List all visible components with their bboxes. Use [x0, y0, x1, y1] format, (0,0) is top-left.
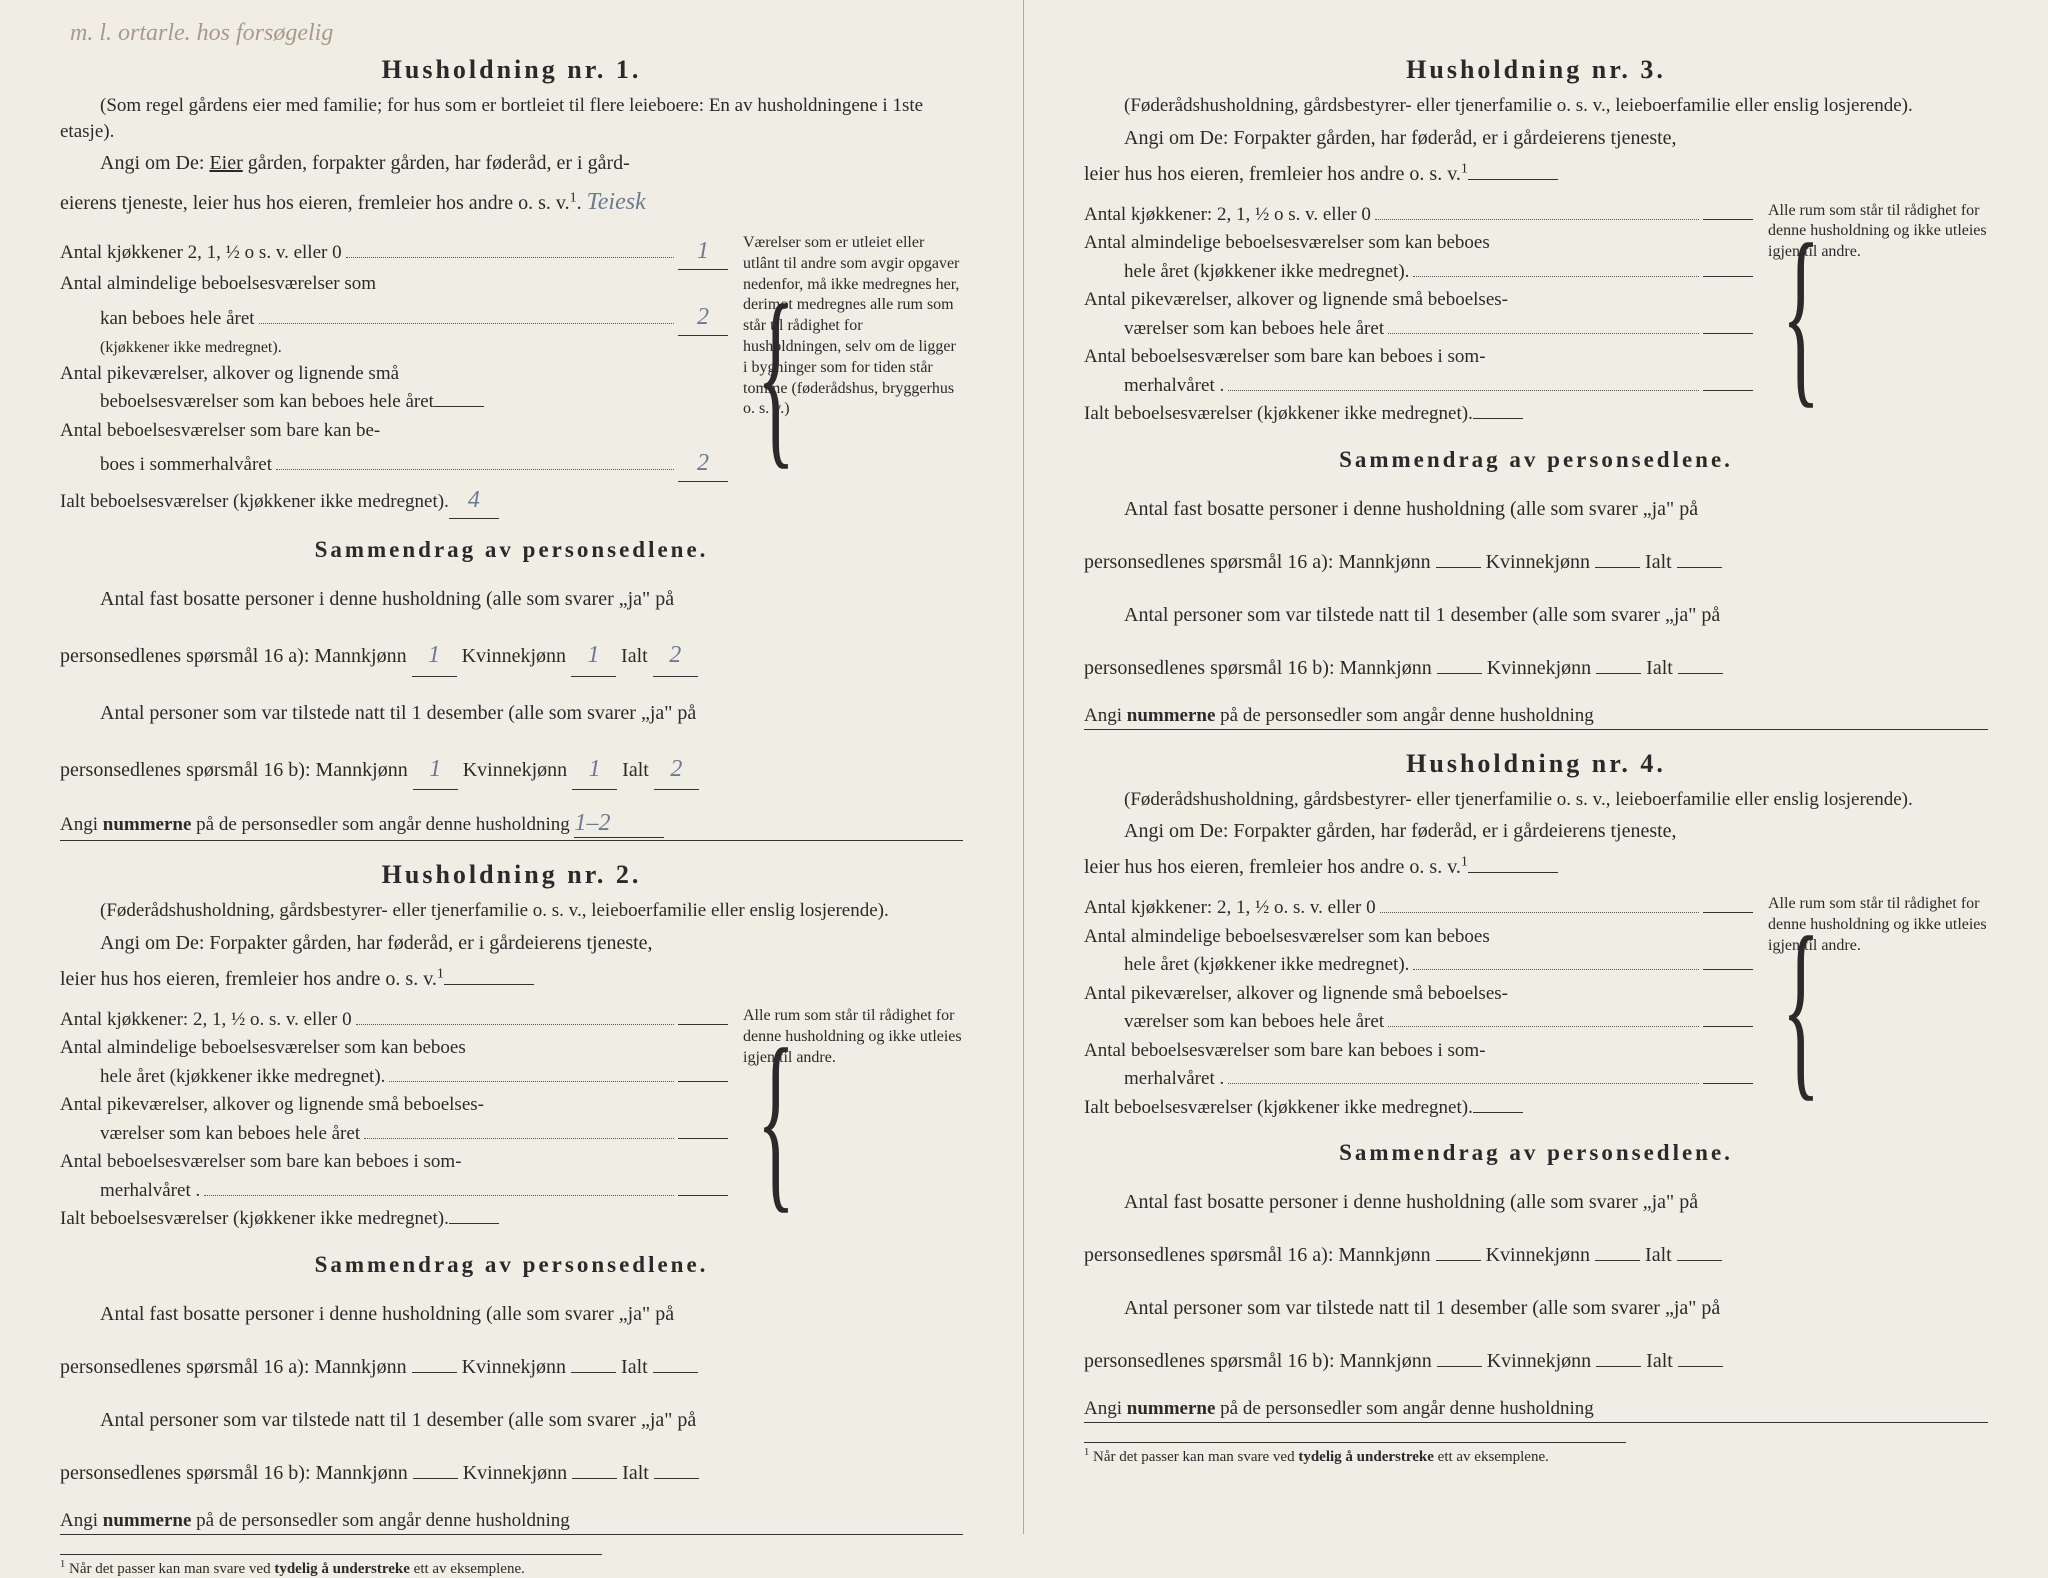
- household-3-nummerne: Angi nummerne på de personsedler som ang…: [1084, 705, 1988, 730]
- household-2-summary-title: Sammendrag av personsedlene.: [60, 1252, 963, 1278]
- rooms-year-value: 2: [678, 299, 728, 336]
- footnote-right: 1 Når det passer kan man svare ved tydel…: [1084, 1442, 1626, 1466]
- ialt-16a: 2: [653, 636, 698, 677]
- household-4-summary-title: Sammendrag av personsedlene.: [1084, 1140, 1988, 1166]
- household-2-angi: Angi om De: Forpakter gården, har føderå…: [60, 926, 963, 960]
- household-2-subtitle: (Føderådshusholdning, gårdsbestyrer- ell…: [60, 898, 963, 924]
- kvinne-16b: 1: [572, 750, 617, 791]
- household-3-questions: Antal kjøkkener: 2, 1, ½ o s. v. eller 0…: [1084, 201, 1988, 429]
- household-4-questions: Antal kjøkkener: 2, 1, ½ o. s. v. eller …: [1084, 894, 1988, 1122]
- household-1-questions: Antal kjøkkener 2, 1, ½ o s. v. eller 01…: [60, 233, 963, 519]
- household-2-title: Husholdning nr. 2.: [60, 860, 963, 890]
- summary-1b: personsedlenes spørsmål 16 a): Mannkjønn…: [60, 636, 963, 677]
- q-rooms-year: Antal almindelige beboelsesværelser som: [60, 270, 728, 299]
- household-2-nummerne: Angi nummerne på de personsedler som ang…: [60, 1510, 963, 1535]
- brace-icon: [1753, 201, 1765, 429]
- household-3-sidenote: Alle rum som står til rådighet for denne…: [1753, 201, 1988, 429]
- underlined-eier: Eier: [209, 152, 242, 174]
- handwritten-margin-note: m. l. ortarle. hos forsøgelig: [70, 20, 333, 47]
- total-rooms-value: 4: [449, 482, 499, 519]
- household-4-subtitle: (Føderådshusholdning, gårdsbestyrer- ell…: [1084, 787, 1988, 813]
- q-servant-rooms: Antal pikeværelser, alkover og lignende …: [60, 360, 728, 389]
- right-page: Husholdning nr. 3. (Føderådshusholdning,…: [1024, 0, 2048, 1534]
- summary-2a: Antal personer som var tilstede natt til…: [60, 697, 963, 730]
- ialt-16b: 2: [654, 750, 699, 791]
- mann-16a: 1: [412, 636, 457, 677]
- household-1-sidenote: Værelser som er utleiet eller utlânt til…: [728, 233, 963, 519]
- summer-rooms-value: 2: [678, 445, 728, 482]
- household-3-angi-cont: leier hus hos eieren, fremleier hos andr…: [1084, 157, 1988, 191]
- brace-icon: [728, 1006, 740, 1234]
- household-1-angi-cont: eierens tjeneste, leier hus hos eieren, …: [60, 182, 963, 223]
- household-1-title: Husholdning nr. 1.: [60, 55, 963, 85]
- kvinne-16a: 1: [571, 636, 616, 677]
- household-1-subtitle: (Som regel gårdens eier med familie; for…: [60, 93, 963, 144]
- household-1-summary-title: Sammendrag av personsedlene.: [60, 537, 963, 563]
- household-3-title: Husholdning nr. 3.: [1084, 55, 1988, 85]
- household-4-sidenote: Alle rum som står til rådighet for denne…: [1753, 894, 1988, 1122]
- household-4-title: Husholdning nr. 4.: [1084, 749, 1988, 779]
- household-2-angi-cont: leier hus hos eieren, fremleier hos andr…: [60, 962, 963, 996]
- household-1-nummerne: Angi nummerne på de personsedler som ang…: [60, 810, 963, 841]
- kitchens-value: 1: [678, 233, 728, 270]
- handwritten-answer-1: Teiesk: [587, 189, 646, 215]
- household-4-angi: Angi om De: Forpakter gården, har føderå…: [1084, 814, 1988, 848]
- q-total-rooms: Ialt beboelsesværelser (kjøkkener ikke m…: [60, 482, 728, 519]
- summary-1a: Antal fast bosatte personer i denne hush…: [60, 583, 963, 616]
- household-1-angi: Angi om De: Eier gården, forpakter gårde…: [60, 146, 963, 180]
- mann-16b: 1: [413, 750, 458, 791]
- q-kitchens: Antal kjøkkener 2, 1, ½ o s. v. eller 01: [60, 233, 728, 270]
- q-summer-rooms: Antal beboelsesværelser som bare kan be-: [60, 417, 728, 446]
- nummerne-value-1: 1–2: [574, 810, 664, 838]
- household-4-angi-cont: leier hus hos eieren, fremleier hos andr…: [1084, 850, 1988, 884]
- brace-icon: [1753, 894, 1765, 1122]
- household-2-questions: Antal kjøkkener: 2, 1, ½ o. s. v. eller …: [60, 1006, 963, 1234]
- household-2-sidenote: Alle rum som står til rådighet for denne…: [728, 1006, 963, 1234]
- household-3-summary-title: Sammendrag av personsedlene.: [1084, 447, 1988, 473]
- brace-icon: [728, 233, 740, 519]
- household-3-angi: Angi om De: Forpakter gården, har føderå…: [1084, 121, 1988, 155]
- household-4-nummerne: Angi nummerne på de personsedler som ang…: [1084, 1398, 1988, 1423]
- household-3-subtitle: (Føderådshusholdning, gårdsbestyrer- ell…: [1084, 93, 1988, 119]
- left-page: m. l. ortarle. hos forsøgelig Husholdnin…: [0, 0, 1024, 1534]
- footnote-left: 1 Når det passer kan man svare ved tydel…: [60, 1554, 602, 1578]
- summary-2b: personsedlenes spørsmål 16 b): Mannkjønn…: [60, 750, 963, 791]
